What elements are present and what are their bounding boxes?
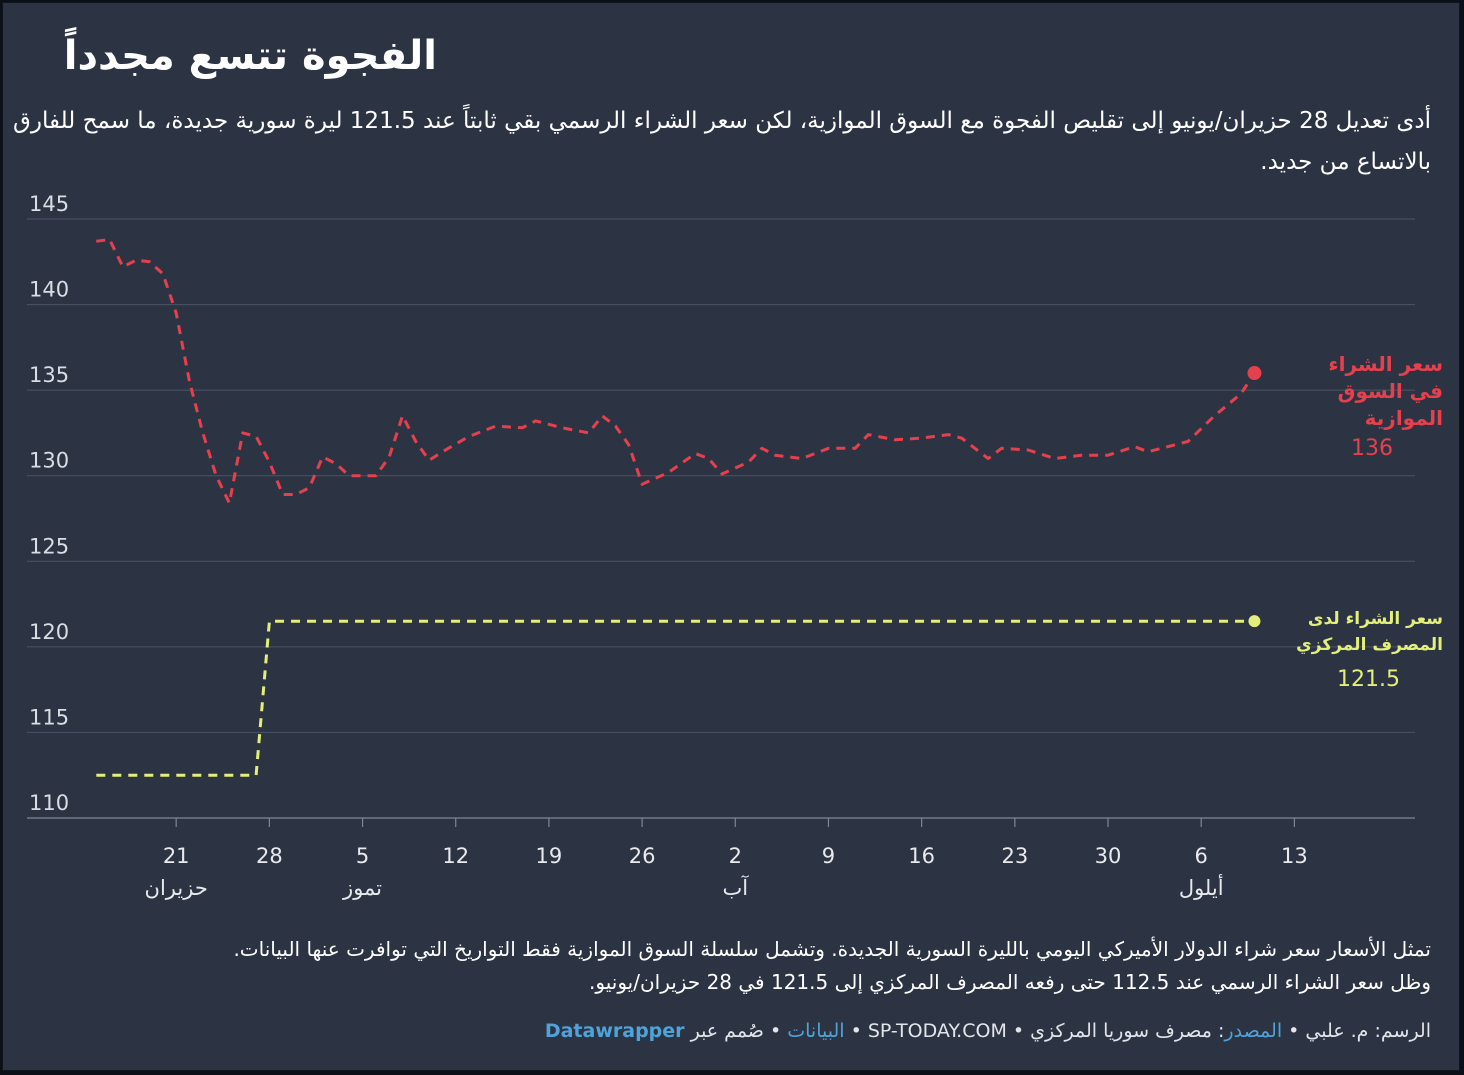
x-tick-label: 12 (442, 844, 469, 868)
series-label-line: المصرف المركزي (1296, 635, 1443, 655)
note-line-2: وظل سعر الشراء الرسمي عند 112.5 حتى رفعه… (589, 970, 1431, 994)
x-axis-ticks: 21 حزيران 28 5 تموز 12 19 26 2 آب 9 16 23 30 6 أيلول 13 (145, 818, 1308, 900)
x-tick-label: 2 (729, 844, 742, 868)
series-label-line: الموازية (1365, 406, 1443, 430)
x-month-label: أيلول (1179, 874, 1224, 900)
source-text: : مصرف سوريا المركزي • SP-TODAY.COM • (844, 1020, 1225, 1042)
x-tick-label: 30 (1095, 844, 1122, 868)
chart-notes: تمثل الأسعار سعر شراء الدولار الأميركي ا… (11, 933, 1431, 999)
y-tick-label: 140 (29, 278, 69, 302)
series-end-dot-1 (1247, 366, 1262, 381)
y-tick-label: 125 (29, 534, 69, 558)
x-month-label: حزيران (145, 876, 208, 900)
source-link[interactable]: المصدر (1224, 1020, 1283, 1042)
y-tick-label: 135 (29, 363, 69, 387)
line-chart: 110 115 120 125 130 135 140 145 21 حزيران 28 5 تموز… (27, 192, 1443, 900)
y-tick-label: 120 (29, 620, 69, 644)
y-tick-label: 130 (29, 449, 69, 473)
series-lines (96, 238, 1262, 777)
x-month-label: تموز (342, 876, 382, 900)
chart-subtitle: أدى تعديل 28 حزيران/يونيو إلى تقليص الفج… (13, 108, 1431, 175)
x-month-label: آب (722, 875, 749, 900)
x-tick-label: 13 (1281, 844, 1308, 868)
series-line-1 (96, 238, 1256, 505)
series-line-2 (96, 619, 1255, 777)
x-tick-label: 9 (822, 844, 835, 868)
note-line-1: تمثل الأسعار سعر شراء الدولار الأميركي ا… (233, 937, 1431, 961)
gridlines (27, 218, 1415, 819)
x-tick-label: 19 (536, 844, 563, 868)
data-link[interactable]: البيانات (787, 1020, 845, 1042)
y-tick-label: 110 (29, 791, 69, 815)
datawrapper-link[interactable]: Datawrapper (544, 1020, 685, 1042)
made-with-text: • صُمم عبر (684, 1020, 788, 1042)
x-tick-label: 23 (1001, 844, 1028, 868)
series-end-dot-2 (1248, 615, 1261, 628)
x-tick-label: 6 (1195, 844, 1208, 868)
series-label-line: سعر الشراء لدى (1308, 609, 1443, 629)
series-label-line: سعر الشراء (1328, 352, 1443, 376)
chart-title: الفجوة تتسع مجدداً (63, 33, 437, 79)
y-tick-label: 115 (29, 705, 69, 729)
y-tick-label: 145 (29, 192, 69, 216)
x-tick-label: 21 (163, 844, 190, 868)
series-label-line: في السوق (1338, 379, 1443, 404)
credit-text: الرسم: م. علبي • (1282, 1020, 1431, 1042)
x-tick-label: 28 (256, 844, 283, 868)
x-tick-label: 26 (629, 844, 656, 868)
series-end-value: 121.5 (1337, 667, 1400, 692)
x-tick-label: 16 (908, 844, 935, 868)
x-tick-label: 5 (356, 844, 369, 868)
chart-footer: الرسم: م. علبي • المصدر: مصرف سوريا المر… (11, 1020, 1431, 1042)
y-axis-ticks: 110 115 120 125 130 135 140 145 (29, 192, 69, 815)
series-end-value: 136 (1351, 436, 1393, 461)
